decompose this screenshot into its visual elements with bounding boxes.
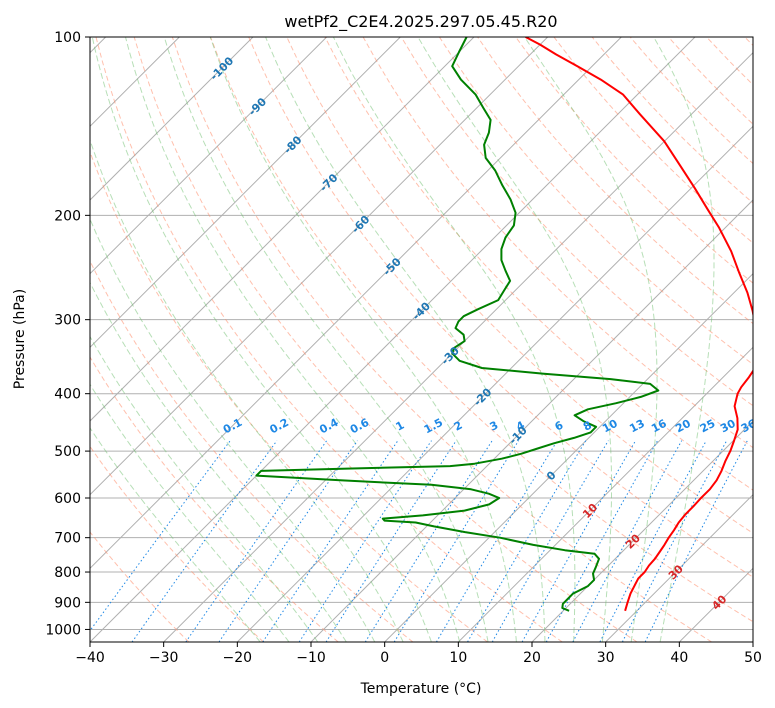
moist-adiabat-line [90,138,404,642]
y-tick-label: 800 [54,565,81,581]
dry-adiabat-line [90,150,488,642]
y-axis-label: Pressure (hPa) [12,289,28,389]
y-tick-label: 900 [54,595,81,611]
x-tick-label: −30 [149,650,179,666]
mixing-ratio-label: 13 [627,417,647,436]
dry-adiabat-line [248,37,753,578]
y-tick-label: 1000 [45,622,81,638]
y-tick-label: 700 [54,531,81,547]
moist-adiabat-line [90,427,261,642]
x-tick-label: −40 [75,650,105,666]
moist-adiabat-line [653,37,715,642]
profile-layer [255,37,753,612]
x-tick-label: −10 [296,650,326,666]
mixing-ratio-label: 25 [698,417,718,436]
isotherm-line [90,37,696,642]
mixing-ratio-line [521,440,637,642]
mixing-ratio-line [364,440,493,642]
y-tick-label: 300 [54,313,81,329]
moist-adiabat-line [209,37,517,642]
moist-adiabat-line [265,37,546,642]
mixing-ratio-line [435,440,558,642]
moist-adiabat-line [90,217,376,642]
moist-adiabat-line [163,37,489,642]
isotherm-line [605,493,753,642]
dry-adiabat-line [210,37,753,623]
mixing-ratio-label: 20 [673,417,693,436]
isotherm-line [90,37,549,496]
isotherm-line [90,37,622,570]
y-tick-label: 200 [54,208,81,224]
mixing-ratio-line [644,440,748,642]
mixing-ratio-line [467,440,587,642]
dry-adiabat-line [133,37,638,642]
isotherm-line [90,37,254,201]
y-tick-label: 100 [54,30,81,46]
moist-adiabat-line [90,281,347,642]
dry-adiabat-line [90,445,264,642]
isotherm-line [531,420,753,642]
axis-layer: −40 −30 −20 −10 0 10 20 30 40 50 100 200 300 400 500 60… [45,30,762,666]
dry-adiabat-line [171,37,712,642]
dry-adiabat-line [400,37,753,407]
mixing-ratio-line [298,440,432,642]
y-tick-label: 400 [54,387,81,403]
isotherm-line [90,37,401,349]
x-tick-label: 20 [523,650,541,666]
adiabat-layer [90,37,753,642]
mixing-ratio-label: 30 [718,417,738,436]
mixing-ratio-line [393,440,520,642]
x-tick-label: −20 [223,650,253,666]
x-tick-label: 50 [744,650,762,666]
mixing-ratio-line [185,440,328,642]
mixing-ratio-line [90,440,231,632]
isotherm-line [90,37,475,422]
mixing-ratio-label: 16 [649,417,669,436]
x-tick-label: 30 [597,650,615,666]
plot-area: 0.1 0.2 0.4 0.6 1 1.5 2 3 4 6 8 10 13 16 20 25 30 36-100-… [90,37,759,642]
y-tick-label: 600 [54,491,81,507]
dry-adiabat-line [90,531,190,642]
mixing-ratio-layer [90,440,748,642]
dry-adiabat-line [324,37,753,491]
mixing-ratio-label: 10 [600,417,620,436]
dry-adiabat-line [438,37,753,366]
mixing-ratio-line [572,440,683,642]
moist-adiabat-line [90,383,290,642]
x-tick-label: 10 [449,650,467,666]
dry-adiabat-line [90,356,339,642]
dry-adiabat-line [95,37,563,642]
dry-adiabat-line [515,37,753,284]
chart-title: wetPf2_C2E4.2025.297.05.45.R20 [284,12,557,32]
moist-adiabat-line [524,37,658,642]
grid-layer [90,37,753,642]
isotherm-line [236,125,753,642]
isotherm-line [384,272,753,642]
y-tick-label: 500 [54,444,81,460]
moist-adiabat-line [90,335,319,642]
moist-adiabat-line [417,37,612,642]
moist-adiabat-line [91,37,432,642]
isotherm-line [90,37,328,275]
mixing-ratio-line [325,440,457,642]
plot-frame [89,36,754,643]
mixing-ratio-line [262,440,399,642]
mixing-ratio-line [491,440,609,642]
x-axis-label: Temperature (°C) [360,681,482,697]
mixing-ratio-label: 36 [739,417,759,436]
temperature-profile-line [525,37,753,612]
x-tick-label: 40 [670,650,688,666]
mixing-ratio-line [545,440,659,642]
moist-adiabat-line [332,37,576,642]
x-tick-label: 0 [380,650,389,666]
dry-adiabat-line [90,259,414,642]
mixing-ratio-line [131,440,278,642]
dewpoint-profile-line [255,37,660,612]
moist-adiabat-line [125,37,461,642]
isotherm-line [163,51,753,642]
isotherm-line [457,346,753,642]
